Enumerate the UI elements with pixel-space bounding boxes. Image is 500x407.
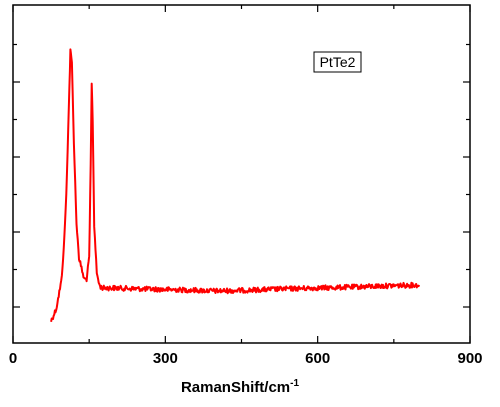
axis-ticks <box>12 5 471 343</box>
legend-box <box>313 51 362 73</box>
series-line-0 <box>50 48 421 322</box>
x-tick-label-1: 300 <box>153 350 178 367</box>
plot-frame <box>12 4 471 344</box>
x-axis-label-superscript: -1 <box>290 378 299 389</box>
x-tick-label-3: 900 <box>457 350 482 367</box>
x-tick-label-0: 0 <box>9 350 17 367</box>
series-group <box>50 48 421 322</box>
x-axis-label-text: RamanShift/cm <box>181 379 290 396</box>
legend-label: PtTe2 <box>320 54 356 70</box>
x-tick-label-2: 600 <box>305 350 330 367</box>
tick-labels: 0 300 600 900 <box>9 350 483 367</box>
x-axis-label: RamanShift/cm-1 <box>181 378 300 396</box>
legend: PtTe2 <box>313 51 362 73</box>
